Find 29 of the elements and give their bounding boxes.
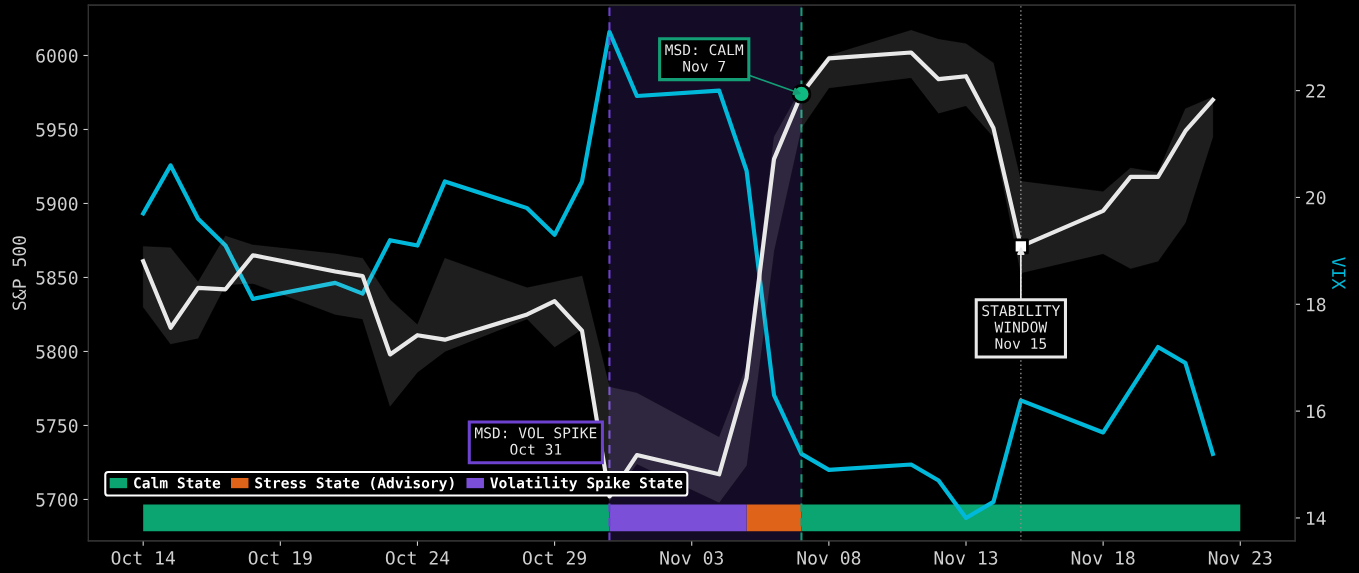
legend-label: Calm State [134, 477, 221, 489]
y2-tick-label: 22 [1306, 84, 1326, 98]
x-tick-label: Nov 13 [934, 551, 998, 565]
x-tick-label: Oct 24 [385, 551, 450, 565]
annotation: MSD: CALM Nov 7 [665, 44, 744, 72]
y-tick-label: 5900 [36, 196, 78, 211]
x-tick-label: Nov 03 [660, 551, 723, 565]
y-tick-label: 5800 [36, 344, 78, 359]
legend-label: Stress State (Advisory) [255, 476, 454, 492]
x-tick-label: Oct 19 [248, 551, 312, 565]
y-tick-label: 6000 [36, 48, 78, 63]
y-axis-title: S&P 500 [12, 236, 27, 310]
y2-tick-label: 20 [1306, 190, 1326, 205]
x-tick-label: Nov 23 [1208, 551, 1272, 565]
y-tick-label: 5850 [36, 270, 78, 285]
x-tick-label: Nov 08 [797, 551, 861, 565]
y2-tick-label: 16 [1307, 404, 1326, 419]
x-tick-label: Oct 29 [523, 551, 586, 565]
y2-axis-title: VIX [1332, 257, 1346, 290]
y-tick-label: 5750 [36, 418, 78, 433]
x-tick-label: Nov 18 [1071, 551, 1135, 565]
y2-tick-label: 18 [1307, 297, 1326, 312]
y-tick-label: 5700 [36, 492, 78, 507]
annotation: MSD: VOL SPIKE Oct 31 [474, 427, 597, 455]
annotation: STABILITY WINDOW Nov 15 [982, 305, 1061, 350]
y2-tick-label: 14 [1307, 511, 1326, 525]
x-tick-label: Oct 14 [111, 551, 175, 565]
legend-label: Volatility Spike State [490, 476, 683, 492]
y-tick-label: 5950 [36, 122, 78, 137]
